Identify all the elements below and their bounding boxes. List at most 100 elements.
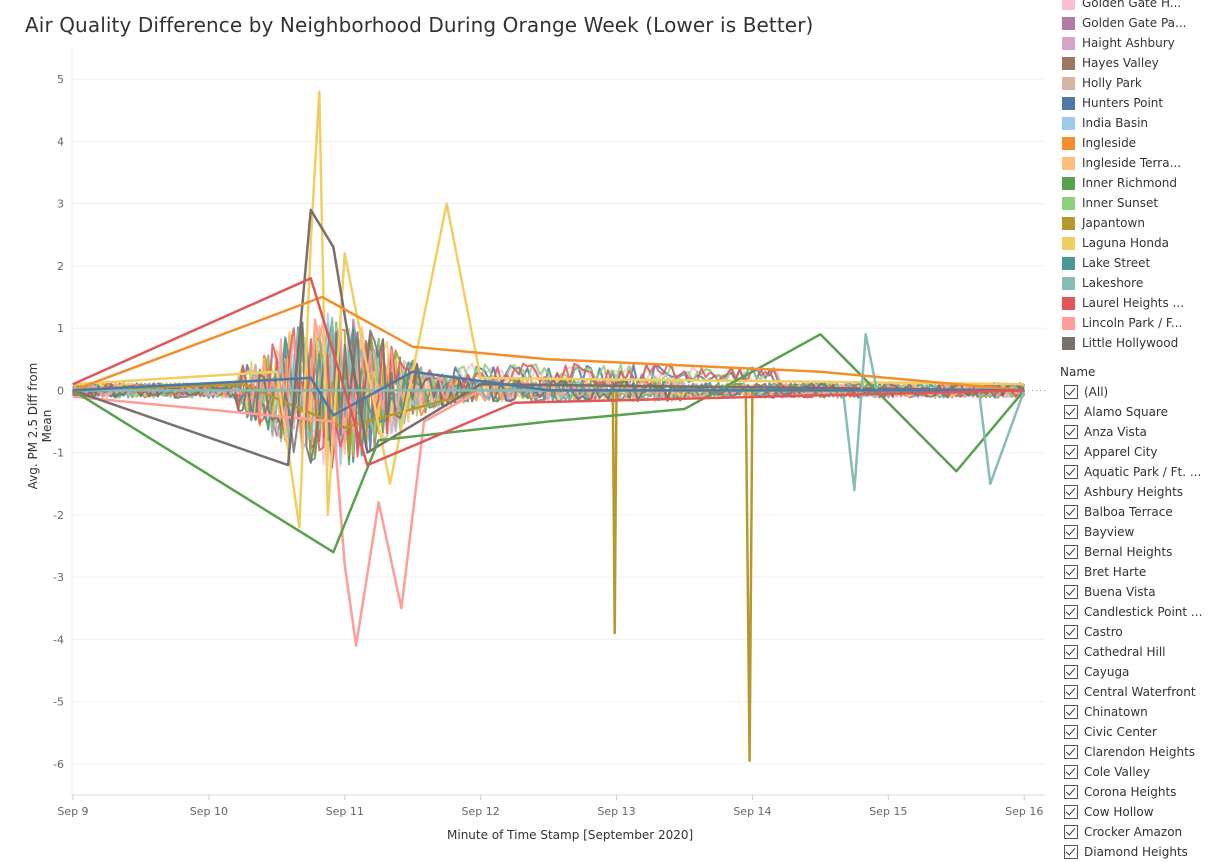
- checkbox-checked-icon[interactable]: [1064, 605, 1078, 619]
- filter-item[interactable]: Bret Harte: [1064, 562, 1146, 582]
- legend-item[interactable]: Lakeshore: [1062, 273, 1143, 293]
- checkbox-checked-icon[interactable]: [1064, 405, 1078, 419]
- legend-item[interactable]: Inner Richmond: [1062, 173, 1177, 193]
- filter-item[interactable]: Bayview: [1064, 522, 1134, 542]
- legend-item[interactable]: Ingleside: [1062, 133, 1136, 153]
- filter-item[interactable]: Chinatown: [1064, 702, 1148, 722]
- y-tick-label: 1: [57, 322, 64, 335]
- legend-item[interactable]: Inner Sunset: [1062, 193, 1158, 213]
- filter-item[interactable]: Alamo Square: [1064, 402, 1168, 422]
- legend-item[interactable]: Laguna Honda: [1062, 233, 1169, 253]
- legend-swatch: [1062, 76, 1075, 90]
- legend-item[interactable]: Hayes Valley: [1062, 53, 1159, 73]
- checkbox-checked-icon[interactable]: [1064, 625, 1078, 639]
- legend-item[interactable]: Golden Gate Pa...: [1062, 13, 1186, 33]
- filter-item[interactable]: Apparel City: [1064, 442, 1158, 462]
- filter-item[interactable]: Cole Valley: [1064, 762, 1150, 782]
- checkbox-checked-icon[interactable]: [1064, 725, 1078, 739]
- legend-item[interactable]: Hunters Point: [1062, 93, 1163, 113]
- filter-item[interactable]: Castro: [1064, 622, 1123, 642]
- legend-label: Haight Ashbury: [1082, 36, 1175, 50]
- legend-label: Lakeshore: [1082, 276, 1144, 290]
- series-line: [72, 333, 1026, 492]
- checkbox-checked-icon[interactable]: [1064, 385, 1078, 399]
- legend-label: Inner Sunset: [1082, 196, 1159, 210]
- filter-item[interactable]: Diamond Heights: [1064, 842, 1188, 862]
- checkbox-checked-icon[interactable]: [1064, 565, 1078, 579]
- checkbox-checked-icon[interactable]: [1064, 685, 1078, 699]
- y-tick-label: 2: [57, 260, 64, 273]
- filter-item[interactable]: Anza Vista: [1064, 422, 1147, 442]
- filter-item[interactable]: Cayuga: [1064, 662, 1129, 682]
- legend-item[interactable]: Japantown: [1062, 213, 1145, 233]
- filter-item-label: Cayuga: [1084, 665, 1130, 679]
- filter-item[interactable]: Aquatic Park / Ft. ...: [1064, 462, 1201, 482]
- checkbox-checked-icon[interactable]: [1064, 425, 1078, 439]
- checkbox-checked-icon[interactable]: [1064, 445, 1078, 459]
- legend-swatch: [1062, 236, 1075, 250]
- legend-item[interactable]: Lincoln Park / F...: [1062, 313, 1182, 333]
- checkbox-checked-icon[interactable]: [1064, 585, 1078, 599]
- series-line: [72, 389, 1025, 647]
- filter-item[interactable]: Clarendon Heights: [1064, 742, 1195, 762]
- filter-item-label: Central Waterfront: [1084, 685, 1196, 699]
- legend-item[interactable]: Ingleside Terra...: [1062, 153, 1181, 173]
- legend-label: Laurel Heights ...: [1082, 296, 1185, 310]
- filter-item-label: Corona Heights: [1084, 785, 1177, 799]
- legend-item[interactable]: Lake Street: [1062, 253, 1150, 273]
- x-axis-title: Minute of Time Stamp [September 2020]: [447, 828, 694, 842]
- filter-item[interactable]: Bernal Heights: [1064, 542, 1172, 562]
- filter-item-label: Ashbury Heights: [1084, 485, 1184, 499]
- filter-item[interactable]: (All): [1064, 382, 1108, 402]
- legend-swatch: [1062, 336, 1075, 350]
- checkbox-checked-icon[interactable]: [1064, 705, 1078, 719]
- filter-item[interactable]: Central Waterfront: [1064, 682, 1196, 702]
- filter-item[interactable]: Civic Center: [1064, 722, 1157, 742]
- legend-item[interactable]: Haight Ashbury: [1062, 33, 1175, 53]
- checkbox-checked-icon[interactable]: [1064, 465, 1078, 479]
- checkbox-checked-icon[interactable]: [1064, 765, 1078, 779]
- legend-item[interactable]: Laurel Heights ...: [1062, 293, 1184, 313]
- legend-swatch: [1062, 136, 1075, 150]
- legend-swatch: [1062, 36, 1075, 50]
- legend-item[interactable]: India Basin: [1062, 113, 1148, 133]
- checkbox-checked-icon[interactable]: [1064, 825, 1078, 839]
- checkbox-checked-icon[interactable]: [1064, 785, 1078, 799]
- filter-item[interactable]: Buena Vista: [1064, 582, 1156, 602]
- series-line: [72, 208, 1025, 467]
- filter-item[interactable]: Corona Heights: [1064, 782, 1176, 802]
- legend-item[interactable]: Golden Gate H...: [1062, 0, 1181, 13]
- legend-swatch: [1062, 296, 1075, 310]
- filter-title: Name: [1060, 365, 1096, 379]
- legend-item[interactable]: Little Hollywood: [1062, 333, 1178, 353]
- checkbox-checked-icon[interactable]: [1064, 805, 1078, 819]
- legend-item[interactable]: Holly Park: [1062, 73, 1142, 93]
- y-tick-label: -5: [53, 696, 64, 709]
- filter-item-label: Anza Vista: [1084, 425, 1147, 439]
- filter-item[interactable]: Candlestick Point ...: [1064, 602, 1202, 622]
- checkbox-checked-icon[interactable]: [1064, 525, 1078, 539]
- y-tick-label: 0: [57, 384, 64, 397]
- color-legend[interactable]: Golden Gate H... Golden Gate Pa... Haight …: [1062, 0, 1212, 353]
- checkbox-checked-icon[interactable]: [1064, 845, 1078, 859]
- legend-swatch: [1062, 176, 1075, 190]
- legend-label: Lake Street: [1082, 256, 1151, 270]
- checkbox-checked-icon[interactable]: [1064, 665, 1078, 679]
- legend-swatch: [1062, 316, 1075, 330]
- filter-item[interactable]: Cathedral Hill: [1064, 642, 1166, 662]
- filter-item-label: Bayview: [1084, 525, 1135, 539]
- checkbox-checked-icon[interactable]: [1064, 505, 1078, 519]
- checkbox-checked-icon[interactable]: [1064, 545, 1078, 559]
- checkbox-checked-icon[interactable]: [1064, 745, 1078, 759]
- legend-swatch: [1062, 216, 1075, 230]
- legend-swatch: [1062, 116, 1075, 130]
- filter-item[interactable]: Balboa Terrace: [1064, 502, 1173, 522]
- legend-swatch: [1062, 56, 1075, 70]
- filter-item[interactable]: Ashbury Heights: [1064, 482, 1183, 502]
- filter-item[interactable]: Crocker Amazon: [1064, 822, 1182, 842]
- checkbox-checked-icon[interactable]: [1064, 645, 1078, 659]
- filter-item-label: Balboa Terrace: [1084, 505, 1173, 519]
- filter-item[interactable]: Cow Hollow: [1064, 802, 1154, 822]
- x-tick-labels: Sep 9 Sep 10 Sep 11 Sep 12 Sep 13 Sep 14 Sep 1…: [57, 795, 1043, 818]
- checkbox-checked-icon[interactable]: [1064, 485, 1078, 499]
